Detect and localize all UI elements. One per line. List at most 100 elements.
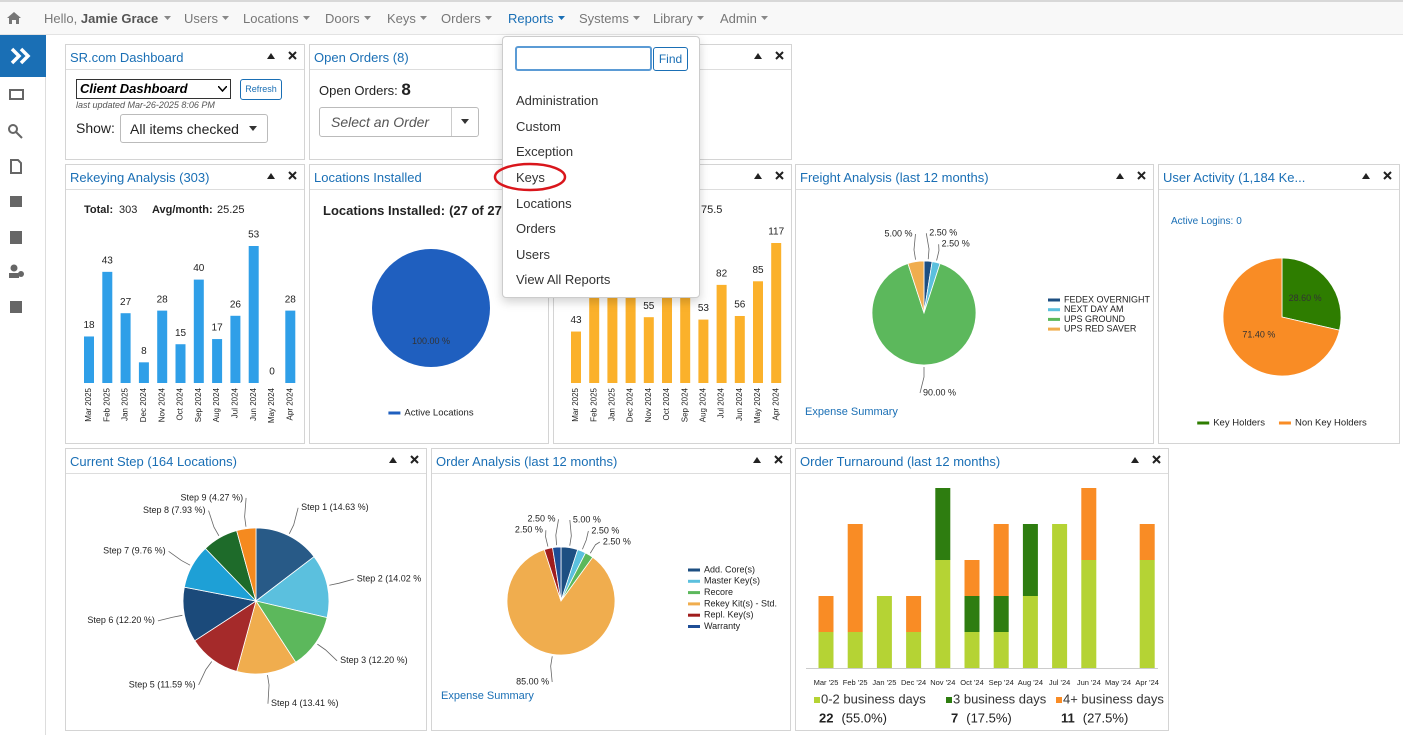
collapse-icon[interactable] — [267, 53, 275, 59]
menu-item[interactable]: Custom — [516, 119, 561, 134]
close-icon[interactable] — [775, 51, 784, 60]
highlight-ring — [493, 162, 567, 192]
value-label: 53 — [248, 230, 260, 241]
nav-item[interactable]: Reports — [508, 2, 565, 35]
legend-label: Rekey Kit(s) - Std. — [704, 598, 777, 608]
panel-header: SR.com Dashboard — [66, 45, 304, 70]
value-label: 28 — [285, 294, 297, 305]
caret — [249, 126, 257, 131]
value-label: 55 — [643, 301, 655, 312]
bar — [753, 281, 763, 383]
series-total: 11 — [1061, 710, 1075, 725]
key-icon[interactable] — [8, 124, 18, 134]
menu-item[interactable]: Orders — [516, 221, 556, 236]
refresh-button[interactable]: Refresh — [240, 79, 282, 100]
nav-item[interactable]: Users — [184, 2, 229, 35]
calendar-icon[interactable] — [10, 196, 22, 207]
nav-item[interactable]: Admin — [720, 2, 768, 35]
x-tick-label: Nov 2024 — [157, 387, 166, 422]
logins-label: Active Logins: — [1171, 216, 1233, 227]
legend-label: Master Key(s) — [704, 576, 760, 586]
calculator-icon[interactable] — [10, 231, 22, 244]
search-input[interactable] — [515, 46, 652, 71]
dashboard-select[interactable]: Client Dashboard — [76, 79, 231, 99]
close-icon[interactable] — [1383, 171, 1392, 180]
nav-item[interactable]: Locations — [243, 2, 310, 35]
sidebar — [0, 35, 46, 735]
x-tick-label: Aug 2024 — [212, 387, 221, 422]
leader-line — [925, 233, 930, 260]
user-menu[interactable]: Hello, Jamie Grace — [44, 2, 172, 35]
close-icon[interactable] — [1152, 455, 1161, 464]
chart: 100.00 % Locations Installed: (27 of 27) Ac… — [323, 203, 506, 418]
value-label: 15 — [175, 328, 187, 339]
bar — [230, 315, 241, 383]
menu-item[interactable]: Locations — [516, 196, 572, 211]
open-orders-label: Open Orders: — [319, 83, 398, 98]
collapse-icon[interactable] — [1131, 457, 1139, 463]
bar — [625, 282, 636, 383]
menu-item[interactable]: Administration — [516, 93, 599, 108]
open-orders-count: 8 — [401, 80, 411, 99]
bar — [138, 362, 149, 383]
home-icon[interactable] — [6, 11, 22, 25]
legend-label: Key Holders — [1213, 418, 1265, 429]
nav-item[interactable]: Systems — [579, 2, 640, 35]
panel-controls — [267, 51, 297, 60]
close-icon[interactable] — [774, 455, 783, 464]
legend-label: FEDEX OVERNIGHT — [1064, 294, 1151, 304]
x-tick-label: Jan 2025 — [608, 387, 617, 420]
nav-item[interactable]: Doors — [325, 2, 371, 35]
menu-item[interactable]: Keys — [516, 170, 545, 185]
logins-value: 0 — [1236, 216, 1242, 227]
x-tick-label: Jul 2024 — [717, 387, 726, 418]
close-icon[interactable] — [410, 455, 419, 464]
caret-shape — [221, 16, 229, 20]
nav-item[interactable]: Keys — [387, 2, 427, 35]
report-icon[interactable] — [10, 301, 22, 313]
collapse-icon[interactable] — [754, 53, 762, 59]
value-label: 40 — [193, 263, 205, 274]
pie-slice — [506, 549, 616, 656]
expense-link[interactable]: Expense Summary — [805, 406, 898, 418]
users-icon[interactable] — [10, 264, 18, 272]
panel-controls — [753, 455, 783, 464]
bar-segment — [993, 524, 1009, 596]
bar-segment — [1139, 560, 1155, 668]
collapse-icon[interactable] — [389, 457, 397, 463]
nav-item[interactable]: Orders — [441, 2, 492, 35]
divider — [451, 108, 452, 136]
close-icon[interactable] — [1137, 171, 1146, 180]
order-select[interactable]: Select an Order — [319, 107, 479, 137]
x-tick-label: Feb '25 — [843, 678, 868, 687]
collapse-icon[interactable] — [1362, 173, 1370, 179]
bar — [734, 315, 745, 383]
menu-item[interactable]: View All Reports — [516, 272, 611, 287]
bar — [643, 317, 654, 383]
bar — [212, 339, 223, 383]
monitor-icon[interactable] — [9, 89, 24, 100]
menu-item[interactable]: Users — [516, 247, 550, 262]
collapse-icon[interactable] — [754, 173, 762, 179]
sidebar-toggle[interactable] — [0, 35, 46, 77]
select-text: All items checked — [130, 121, 239, 137]
collapse-icon[interactable] — [1116, 173, 1124, 179]
collapse-icon[interactable] — [753, 457, 761, 463]
menu-item[interactable]: Exception — [516, 144, 574, 159]
close-icon[interactable] — [775, 171, 784, 180]
nav-item[interactable]: Library — [653, 2, 704, 35]
show-select[interactable]: All items checked — [120, 114, 268, 143]
panel-title: Order Analysis (last 12 months) — [436, 454, 618, 469]
expense-link[interactable]: Expense Summary — [441, 690, 534, 702]
panel: Current Step (164 Locations) Step 1 (14.6… — [65, 448, 427, 731]
pie-label: Step 8 (7.93 %) — [143, 505, 206, 515]
x-tick-label: Jun 2024 — [735, 387, 744, 420]
panel-title: SR.com Dashboard — [70, 50, 184, 65]
doc-icon[interactable] — [10, 159, 22, 174]
close-icon[interactable] — [288, 171, 297, 180]
find-button[interactable]: Find — [653, 47, 688, 71]
value-label: 53 — [698, 303, 710, 314]
close-icon[interactable] — [288, 51, 297, 60]
nav-label: Library — [653, 11, 693, 26]
collapse-icon[interactable] — [267, 173, 275, 179]
